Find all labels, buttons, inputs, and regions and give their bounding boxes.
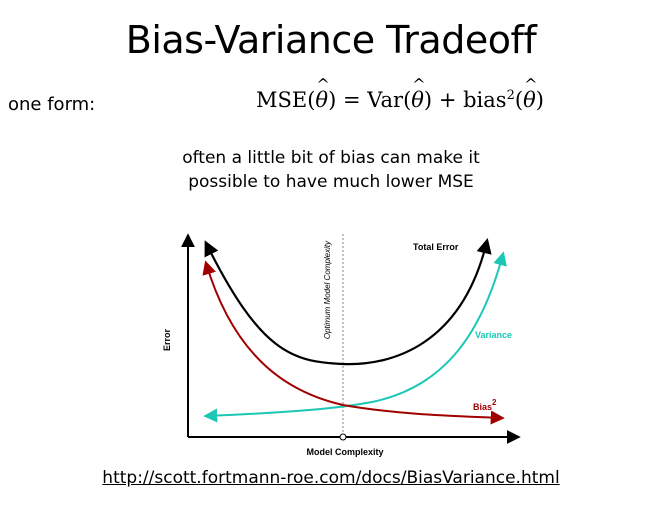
variance-curve xyxy=(203,251,507,423)
optimum-label: Optimum Model Complexity xyxy=(323,240,332,339)
bias-term: bias xyxy=(463,88,507,112)
note-line-1: often a little bit of bias can make it xyxy=(182,148,480,168)
variance-label: Variance xyxy=(475,330,512,340)
total-error-curve xyxy=(204,238,492,366)
variance-term: Var xyxy=(367,88,404,112)
bias-exponent: 2 xyxy=(506,88,515,103)
bias-label-exponent: 2 xyxy=(492,398,497,407)
theta-hat: θ xyxy=(523,75,537,112)
bias-label-text: Bias xyxy=(473,402,492,412)
note-line-2: possible to have much lower MSE xyxy=(188,172,474,192)
total-error-label: Total Error xyxy=(413,242,459,252)
slide-title: Bias-Variance Tradeoff xyxy=(125,18,537,62)
explanation-note: often a little bit of bias can make it p… xyxy=(0,146,662,194)
theta-hat: θ xyxy=(411,75,425,112)
mse-term: MSE xyxy=(256,88,308,112)
plus-sign: + xyxy=(438,88,457,112)
theta-hat: θ xyxy=(315,75,329,112)
mse-equation: MSE(θ) = Var(θ) + bias2(θ) xyxy=(256,75,544,112)
bias-label: Bias2 xyxy=(473,398,497,412)
bias-curve xyxy=(202,260,505,425)
optimum-marker xyxy=(339,433,347,441)
x-axis-label: Model Complexity xyxy=(306,447,383,457)
source-link[interactable]: http://scott.fortmann-roe.com/docs/BiasV… xyxy=(102,468,560,488)
formula-label: one form: xyxy=(8,94,96,115)
y-axis-label: Error xyxy=(162,329,172,352)
equals-sign: = xyxy=(342,88,361,112)
